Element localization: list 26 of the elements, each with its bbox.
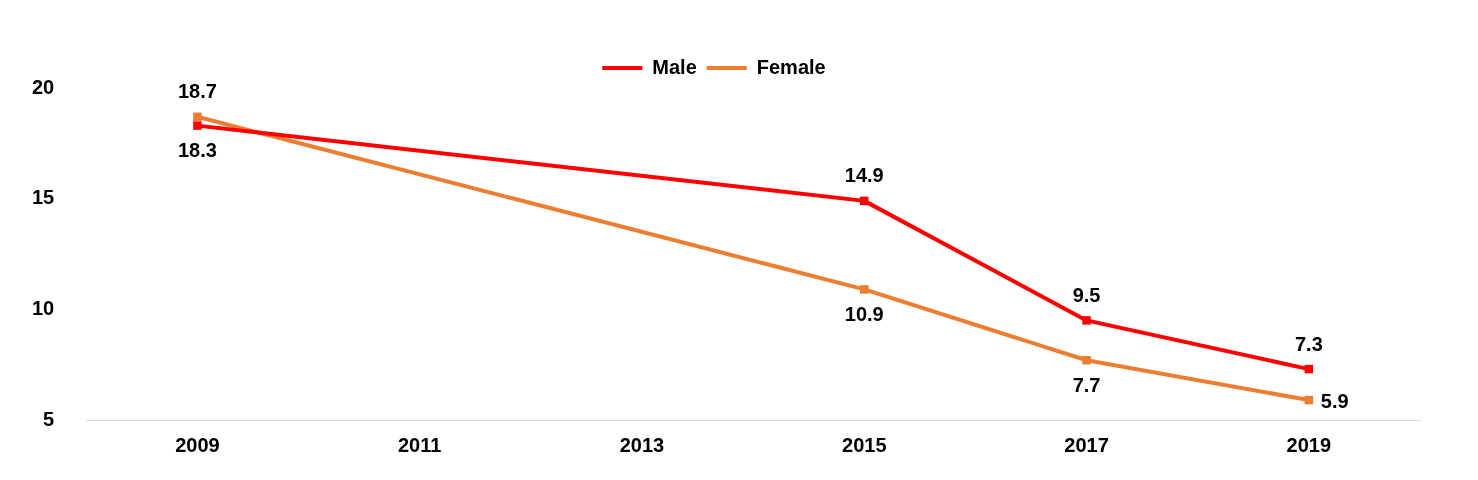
x-tick-label: 2015 (842, 433, 887, 456)
data-label: 9.5 (1072, 283, 1101, 306)
y-tick-label: 20 (32, 75, 55, 98)
point (860, 285, 869, 294)
data-label: 18.7 (177, 80, 217, 103)
x-tick-label: 2009 (175, 433, 220, 456)
x-tick-label: 2017 (1064, 433, 1109, 456)
data-label: 7.7 (1072, 373, 1101, 396)
data-label: 10.9 (844, 302, 884, 325)
y-tick-label: 10 (32, 296, 55, 319)
point (193, 112, 202, 122)
x-tick-label: 2013 (619, 433, 665, 456)
legend-label: Female (756, 55, 826, 78)
point (1082, 316, 1091, 325)
point (860, 196, 869, 206)
data-label: 5.9 (1320, 389, 1349, 412)
legend-label: Male (652, 55, 697, 78)
data-label: 18.3 (177, 139, 217, 162)
y-tick-label: 5 (43, 407, 55, 430)
point (193, 121, 202, 130)
data-label: 14.9 (844, 164, 884, 187)
data-label: 7.3 (1294, 332, 1323, 355)
point (1082, 356, 1091, 365)
x-tick-label: 2011 (397, 433, 442, 456)
x-tick-label: 2019 (1286, 433, 1332, 456)
y-tick-label: 15 (32, 186, 55, 209)
